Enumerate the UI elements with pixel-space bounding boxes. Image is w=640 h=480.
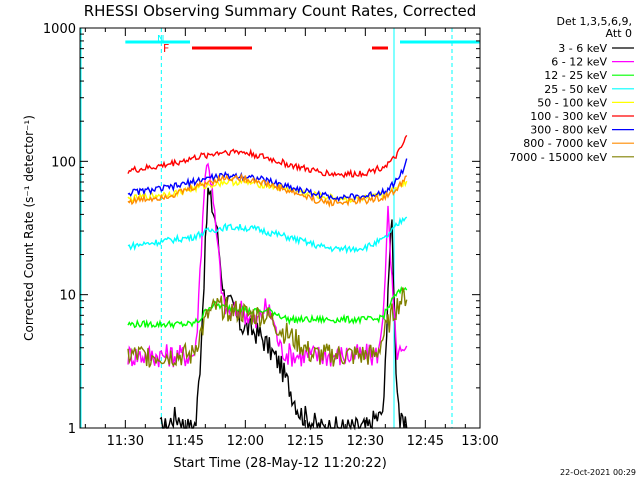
x-tick-label-5: 12:45 [407, 434, 444, 449]
y-tick-labels: 1 10 100 1000 [43, 22, 76, 437]
series-25-50-kev [127, 216, 408, 255]
flag-f-label: F [163, 42, 169, 55]
y-tick-label-1: 10 [59, 289, 76, 304]
y-tick-label-0: 1 [68, 422, 76, 437]
x-tick-label-2: 12:00 [227, 434, 264, 449]
legend-label-7: 800 - 7000 keV [523, 137, 607, 150]
tick-marks [80, 27, 481, 429]
series-3-6-kev [159, 187, 408, 431]
legend-label-8: 7000 - 15000 keV [509, 151, 607, 164]
legend-label-3: 25 - 50 keV [544, 83, 607, 96]
legend-header-line2: Att 0 [606, 27, 632, 40]
legend-label-1: 6 - 12 keV [551, 56, 607, 69]
legend-header-line1: Det 1,3,5,6,9, [556, 15, 632, 28]
x-tick-label-3: 12:15 [287, 434, 324, 449]
y-tick-label-3: 1000 [43, 22, 76, 37]
x-tick-label-1: 11:45 [167, 434, 204, 449]
legend-label-5: 100 - 300 keV [530, 110, 607, 123]
legend-label-0: 3 - 6 keV [558, 42, 607, 55]
chart-title: RHESSI Observing Summary Count Rates, Co… [84, 2, 477, 20]
footer-timestamp: 22-Oct-2021 00:29 [560, 468, 636, 477]
legend-label-2: 12 - 25 keV [544, 69, 607, 82]
x-tick-labels: 11:30 11:45 12:00 12:15 12:30 12:45 13:00 [107, 434, 499, 449]
series-100-300-kev [127, 135, 408, 179]
x-tick-label-0: 11:30 [107, 434, 144, 449]
x-axis-label: Start Time (28-May-12 11:20:22) [173, 456, 387, 471]
y-axis-label: Corrected Count Rate (s⁻¹ detector⁻¹) [22, 115, 36, 341]
y-tick-label-2: 100 [51, 155, 76, 170]
x-tick-label-4: 12:30 [347, 434, 384, 449]
series-300-800-kev [127, 158, 408, 202]
plot-frame [79, 27, 481, 429]
series-7000-15000-kev [127, 287, 408, 368]
legend-label-6: 300 - 800 keV [530, 124, 607, 137]
flag-n-label: N [157, 34, 164, 45]
x-tick-label-6: 13:00 [461, 434, 498, 449]
series-800-7000-kev [127, 173, 408, 208]
legend-label-4: 50 - 100 keV [537, 96, 607, 109]
series-group [127, 135, 408, 431]
